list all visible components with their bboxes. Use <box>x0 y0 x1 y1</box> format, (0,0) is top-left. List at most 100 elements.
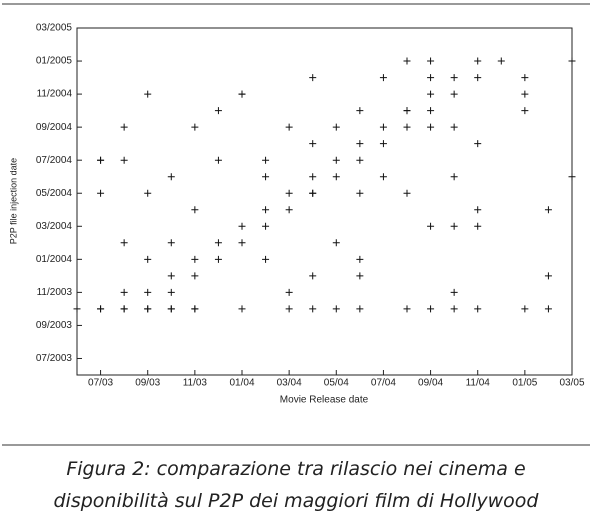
point <box>427 305 435 313</box>
point <box>120 305 128 313</box>
point <box>191 272 199 280</box>
y-tick-label: 05/2004 <box>36 188 73 199</box>
x-tick-label: 11/04 <box>466 378 491 389</box>
point <box>497 57 505 65</box>
point <box>144 305 152 313</box>
point <box>356 156 364 164</box>
y-tick-label: 03/2005 <box>36 23 73 34</box>
point <box>521 74 529 82</box>
point <box>73 305 81 313</box>
x-tick-label: 07/04 <box>371 378 396 389</box>
point <box>191 305 199 313</box>
x-tick-label: 03/04 <box>277 378 302 389</box>
point <box>191 255 199 263</box>
point <box>214 156 222 164</box>
point <box>238 222 246 230</box>
point <box>285 189 293 197</box>
point <box>214 107 222 115</box>
point <box>332 173 340 181</box>
point <box>120 123 128 131</box>
x-tick-label: 01/05 <box>512 378 537 389</box>
point <box>238 90 246 98</box>
y-tick-label: 09/2003 <box>36 320 73 331</box>
point <box>262 255 270 263</box>
point <box>450 288 458 296</box>
point <box>403 305 411 313</box>
point <box>427 57 435 65</box>
point <box>144 189 152 197</box>
point <box>285 123 293 131</box>
point <box>427 90 435 98</box>
point <box>474 140 482 148</box>
point <box>450 173 458 181</box>
caption-line: Figura 2: comparazione tra rilascio nei … <box>66 458 526 480</box>
point <box>332 305 340 313</box>
point <box>403 57 411 65</box>
point <box>403 107 411 115</box>
point <box>356 255 364 263</box>
point <box>450 305 458 313</box>
point <box>521 107 529 115</box>
point <box>144 255 152 263</box>
point <box>568 57 576 65</box>
point <box>568 173 576 181</box>
point <box>97 189 105 197</box>
x-tick-label: 09/03 <box>135 378 160 389</box>
x-tick-label: 11/03 <box>183 378 208 389</box>
plot-frame <box>76 27 573 376</box>
point <box>262 222 270 230</box>
point <box>544 272 552 280</box>
point <box>309 272 317 280</box>
point <box>332 123 340 131</box>
point <box>167 288 175 296</box>
point <box>379 140 387 148</box>
point <box>144 288 152 296</box>
point <box>427 222 435 230</box>
x-tick-label: 07/03 <box>88 378 113 389</box>
caption-line: disponibilità sul P2P dei maggiori film … <box>53 490 539 512</box>
y-tick-label: 09/2004 <box>36 122 73 133</box>
point <box>120 288 128 296</box>
point <box>474 305 482 313</box>
y-tick-label: 07/2003 <box>36 353 73 364</box>
point <box>427 74 435 82</box>
point <box>356 305 364 313</box>
point <box>474 74 482 82</box>
point <box>144 90 152 98</box>
x-tick-label: 09/04 <box>418 378 443 389</box>
y-tick-label: 11/2003 <box>37 287 73 298</box>
point <box>309 305 317 313</box>
point <box>262 156 270 164</box>
point <box>521 90 529 98</box>
point <box>379 74 387 82</box>
point <box>167 173 175 181</box>
point <box>262 173 270 181</box>
x-tick-label: 05/04 <box>324 378 349 389</box>
point <box>379 173 387 181</box>
point <box>191 206 199 214</box>
point <box>120 239 128 247</box>
point <box>309 189 317 197</box>
point <box>356 189 364 197</box>
point <box>285 288 293 296</box>
point <box>544 305 552 313</box>
point <box>285 206 293 214</box>
y-tick-label: 07/2004 <box>36 155 73 166</box>
x-tick-label: 01/04 <box>229 378 254 389</box>
point <box>450 74 458 82</box>
point <box>309 140 317 148</box>
point <box>544 206 552 214</box>
y-tick-label: 01/2004 <box>36 254 73 265</box>
point <box>332 156 340 164</box>
point <box>120 156 128 164</box>
chart: Movie Release date P2P file injection da… <box>2 3 590 446</box>
y-tick-label: 01/2005 <box>36 56 73 67</box>
point <box>332 239 340 247</box>
point <box>191 123 199 131</box>
point <box>262 206 270 214</box>
point <box>450 90 458 98</box>
y-tick-label: 03/2004 <box>36 221 73 232</box>
y-axis-label: P2P file injection date <box>8 158 18 244</box>
point <box>427 123 435 131</box>
